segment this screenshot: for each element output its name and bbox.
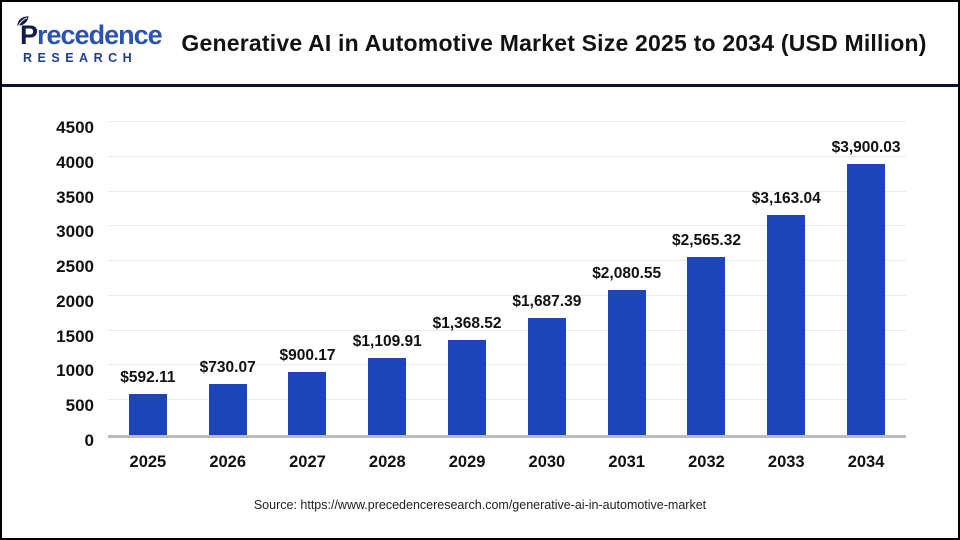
y-tick-label: 2000 bbox=[56, 291, 94, 311]
bar-column: $592.11 bbox=[108, 125, 188, 435]
y-tick-label: 1500 bbox=[56, 326, 94, 346]
y-axis: 0 500 1000 1500 2000 2500 3000 3500 4000 4500 bbox=[36, 118, 94, 450]
x-tick-label: 2027 bbox=[289, 453, 326, 471]
x-tick-label: 2025 bbox=[129, 453, 167, 471]
bars-container: $592.11 $730.07 $900.17 $1,109.91 $1,368.52 $… bbox=[108, 125, 906, 435]
gridline bbox=[108, 155, 906, 157]
plot-area: $592.11 $730.07 $900.17 $1,109.91 $1,368.52 $… bbox=[108, 121, 906, 438]
x-tick-label: 2029 bbox=[448, 453, 486, 471]
gridline bbox=[108, 364, 906, 366]
gridline bbox=[108, 399, 906, 401]
bar-column: $2,080.55 bbox=[587, 125, 667, 435]
x-tick-label: 2033 bbox=[767, 453, 805, 471]
x-tick-label: 2026 bbox=[209, 453, 247, 471]
brand-subtitle: RESEARCH bbox=[23, 50, 138, 65]
brand-rest: recedence bbox=[37, 19, 163, 50]
bar-column: $3,900.03 bbox=[826, 125, 906, 435]
bar-value-label: $2,565.32 bbox=[671, 231, 741, 249]
bar-value-label: $3,163.04 bbox=[751, 190, 821, 207]
bar-column: $730.07 bbox=[188, 125, 268, 435]
brand-initial: P bbox=[17, 16, 38, 49]
bar-2028 bbox=[368, 357, 407, 435]
bar-2031 bbox=[607, 290, 646, 435]
brand-logo: P recedence RESEARCH bbox=[17, 16, 170, 65]
bar-2033 bbox=[767, 215, 806, 435]
gridline bbox=[108, 121, 906, 122]
header: P recedence RESEARCH Generative AI in Au… bbox=[2, 2, 958, 87]
footer: Source: https://www.precedenceresearch.c… bbox=[2, 472, 958, 538]
bar-column: $2,565.32 bbox=[667, 125, 747, 435]
bar-2029 bbox=[448, 339, 487, 435]
bar-2030 bbox=[527, 317, 566, 435]
gridline bbox=[108, 190, 906, 192]
x-tick-label: 2031 bbox=[608, 453, 646, 471]
bar-2034 bbox=[847, 163, 886, 435]
gridline bbox=[108, 225, 906, 227]
y-tick-label: 1000 bbox=[56, 361, 94, 381]
bar-value-label: $1,368.52 bbox=[432, 314, 502, 332]
bar-column: $900.17 bbox=[268, 125, 348, 435]
gridline bbox=[108, 260, 906, 262]
y-tick-label: 500 bbox=[65, 396, 94, 416]
bar-value-label: $900.17 bbox=[279, 347, 336, 365]
bar-column: $1,368.52 bbox=[427, 125, 507, 435]
y-tick-label: 4000 bbox=[56, 152, 94, 172]
bar-value-label: $592.11 bbox=[120, 368, 176, 386]
y-tick-label: 2500 bbox=[56, 257, 94, 277]
chart: 0 500 1000 1500 2000 2500 3000 3500 4000 4500 $59… bbox=[36, 118, 906, 472]
y-tick-label: 0 bbox=[84, 431, 94, 450]
x-tick-label: 2032 bbox=[688, 453, 725, 471]
bar-value-label: $3,900.03 bbox=[831, 138, 901, 156]
source-text: Source: https://www.precedenceresearch.c… bbox=[253, 498, 707, 512]
x-tick-label: 2034 bbox=[847, 453, 885, 471]
y-tick-label: 3500 bbox=[56, 187, 94, 207]
bar-column: $3,163.04 bbox=[746, 125, 826, 435]
bar-column: $1,109.91 bbox=[347, 125, 427, 435]
bar-2027 bbox=[288, 372, 327, 435]
bar-column: $1,687.39 bbox=[507, 125, 587, 435]
bar-value-label: $1,687.39 bbox=[512, 292, 582, 310]
y-tick-label: 3000 bbox=[56, 222, 94, 242]
x-axis: 2025 2026 2027 2028 2029 2030 2031 2032 2033 2034 bbox=[108, 441, 906, 472]
gridline bbox=[108, 294, 906, 296]
bar-2025 bbox=[128, 393, 167, 435]
bar-value-label: $1,109.91 bbox=[352, 332, 422, 350]
bar-value-label: $2,080.55 bbox=[592, 265, 662, 283]
bar-2026 bbox=[208, 384, 247, 435]
bar-value-label: $730.07 bbox=[199, 359, 256, 377]
bar-2032 bbox=[687, 256, 726, 435]
x-tick-label: 2030 bbox=[528, 453, 566, 471]
brand-name: P recedence bbox=[17, 16, 163, 50]
page-title: Generative AI in Automotive Market Size … bbox=[181, 29, 927, 56]
x-tick-label: 2028 bbox=[368, 453, 406, 471]
y-tick-label: 4500 bbox=[56, 118, 94, 137]
gridline bbox=[108, 329, 906, 331]
